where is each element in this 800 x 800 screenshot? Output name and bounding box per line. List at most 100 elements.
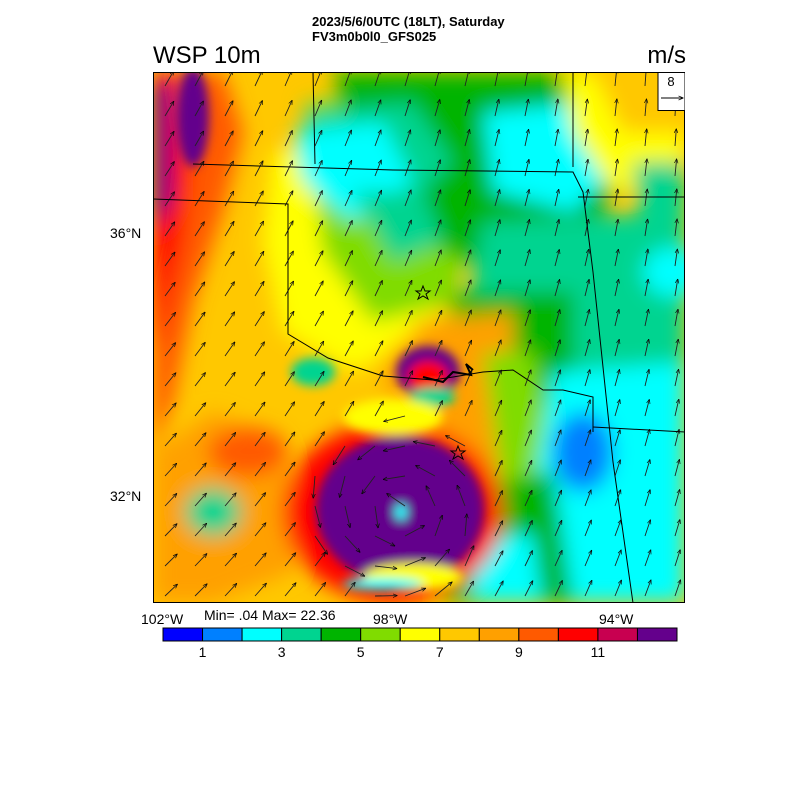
wind-vector [674,520,680,537]
wind-vector [374,565,397,569]
wind-vector [674,490,680,507]
wind-vector [344,311,353,327]
wind-vector [675,159,677,177]
wind-vector [164,252,175,267]
wind-speed-map: 8 [153,72,685,603]
wind-vector [434,549,449,567]
wind-vector [194,101,203,117]
wind-vector [416,466,436,477]
wind-vector [164,132,174,147]
wind-vector [524,551,532,567]
wind-vector [194,373,205,387]
wind-vector [524,581,533,597]
wind-vector [374,371,383,387]
wind-vector [254,251,264,267]
wind-vector [494,310,501,327]
wind-vector [644,219,648,237]
wind-vector [554,340,560,357]
wind-vector [164,192,174,207]
wind-vector [314,281,323,297]
wind-vector [464,100,469,117]
wind-vector [374,505,378,528]
wind-vector [524,521,532,537]
wind-vector [554,250,559,267]
wind-vector [426,486,436,507]
wind-vector [374,100,381,117]
wind-vector [284,161,293,177]
wind-vector [224,131,233,147]
wind-vector [374,251,382,267]
colorbar-tick-label: 9 [514,644,523,660]
wind-vector [434,220,441,237]
wind-vector [344,191,352,207]
wind-vector [644,460,650,477]
reference-vector-value: 8 [667,74,674,89]
wind-vector [344,100,351,117]
wind-vector [585,72,587,87]
wind-vector [254,432,265,447]
wind-vector [344,505,350,527]
lat-label-36n: 36°N [110,225,142,241]
wind-vector [675,189,677,207]
wind-vector [644,249,648,267]
wind-vector [314,191,322,207]
wind-vector [224,523,236,537]
wind-vector [344,281,353,297]
wind-vector [254,282,264,297]
wind-vector [404,130,411,147]
wind-vector [284,523,295,537]
wind-vector [254,161,263,177]
wind-vector [434,582,452,597]
wind-vector [314,221,323,237]
wind-vector [554,551,562,567]
colorbar-box [162,627,204,642]
wind-vector [284,402,295,417]
wind-vector [584,520,591,537]
colorbar-tick-label: 5 [356,644,365,660]
city-star-marker [414,284,432,301]
wind-vector [254,191,263,207]
wind-vector [374,535,395,546]
wind-vector [194,192,204,207]
colorbar-box [557,627,599,642]
wind-vector [224,191,234,207]
colorbar-box [281,627,322,642]
wind-vector [645,99,647,117]
wind-vector [194,524,207,537]
wind-vector [404,220,411,237]
wind-vector [584,189,588,207]
colorbar-box [360,627,401,642]
wind-vector [614,580,621,597]
wind-vector [194,222,204,237]
field-title: WSP 10m [153,42,261,69]
wind-vector [314,341,324,357]
wind-vector [614,460,620,477]
wind-vector [614,430,620,447]
wind-vector [344,565,365,576]
wind-vector [344,221,352,237]
wind-vector [584,580,592,597]
wind-vector [254,342,264,357]
wind-vector [404,341,412,357]
wind-vector [374,160,381,177]
colorbar-tick-label: 7 [435,644,444,660]
wind-vector [164,313,175,327]
wind-vector [284,251,293,267]
wind-vector [404,558,425,567]
wind-vector [614,249,618,267]
wind-vector [224,584,237,597]
wind-vector [314,372,324,387]
wind-vector [194,282,205,297]
wind-vector [224,403,235,417]
colorbar [162,627,678,642]
wind-vector [254,402,265,417]
wind-vector [413,442,436,447]
wind-vector [434,310,442,327]
wind-vector [524,250,530,267]
wind-vector [675,129,676,147]
wind-vector [164,433,176,447]
wind-vector [644,279,648,297]
wind-vector [314,583,326,597]
wind-vector [194,131,204,147]
wind-vector [254,523,266,537]
